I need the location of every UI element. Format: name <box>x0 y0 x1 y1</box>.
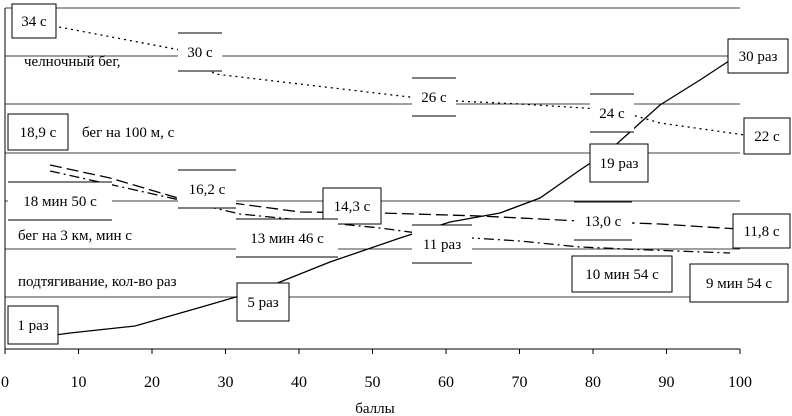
data-label: 24 с <box>590 93 634 133</box>
data-label: 18,9 с <box>7 113 69 151</box>
x-axis-label: баллы <box>355 401 394 416</box>
data-label: 13,0 с <box>574 201 632 241</box>
data-label: 18 мин 50 с <box>8 181 112 221</box>
data-label: 30 раз <box>727 38 789 74</box>
data-label: 34 с <box>11 3 57 39</box>
svg-text:11 раз: 11 раз <box>423 237 461 253</box>
svg-text:30 с: 30 с <box>187 45 213 61</box>
data-label: 1 раз <box>7 305 59 345</box>
svg-text:18 мин 50 с: 18 мин 50 с <box>23 194 97 210</box>
data-label: 30 с <box>178 32 222 72</box>
data-label: 22 с <box>743 117 791 155</box>
data-label: 14,3 с <box>322 187 382 225</box>
svg-text:30 раз: 30 раз <box>739 49 778 65</box>
data-labels: 34 с 30 с 26 с 24 с 22 с 18,9 с 16,2 с 14,3 с 13… <box>7 3 791 345</box>
x-tick-label: 30 <box>218 374 234 391</box>
svg-text:24 с: 24 с <box>599 106 625 122</box>
svg-text:9 мин 54 с: 9 мин 54 с <box>706 276 772 292</box>
svg-text:34 с: 34 с <box>21 14 47 30</box>
svg-text:22 с: 22 с <box>754 129 780 145</box>
x-tick-label: 10 <box>71 374 87 391</box>
data-label: 11 раз <box>412 224 472 264</box>
data-label: 11,8 с <box>732 213 791 249</box>
data-label: 26 с <box>412 77 456 117</box>
x-tick-label: 90 <box>659 374 675 391</box>
series-name: подтягивание, кол-во раз <box>18 274 177 290</box>
data-label: 5 раз <box>236 282 290 322</box>
svg-text:26 с: 26 с <box>421 90 447 106</box>
x-tick-label: 60 <box>438 374 454 391</box>
x-tick-label: 50 <box>365 374 381 391</box>
data-label: 9 мин 54 с <box>689 263 789 303</box>
svg-text:1 раз: 1 раз <box>17 318 48 334</box>
svg-text:11,8 с: 11,8 с <box>743 224 779 240</box>
series-line <box>11 17 746 136</box>
svg-text:14,3 с: 14,3 с <box>334 199 371 215</box>
series-name: бег на 100 м, с <box>82 125 175 141</box>
series-names: челночный бег, бег на 100 м, с бег на 3 км… <box>18 54 177 290</box>
svg-text:19 раз: 19 раз <box>600 156 639 172</box>
x-tick-label: 20 <box>144 374 160 391</box>
series-name: бег на 3 км, мин с <box>18 228 132 244</box>
series-name: челночный бег, <box>24 54 121 70</box>
data-label: 10 мин 54 с <box>571 255 673 293</box>
svg-text:16,2 с: 16,2 с <box>189 182 226 198</box>
x-axis: 0 10 20 30 40 50 60 70 80 90 100 <box>1 8 752 391</box>
data-label: 13 мин 46 с <box>236 218 338 258</box>
svg-text:13,0 с: 13,0 с <box>585 214 622 230</box>
svg-text:13 мин 46 с: 13 мин 46 с <box>250 231 324 247</box>
x-tick-label: 80 <box>585 374 601 391</box>
series-line <box>11 56 736 342</box>
x-tick-label: 40 <box>291 374 307 391</box>
x-tick-label: 0 <box>1 374 9 391</box>
data-label: 19 раз <box>589 143 649 183</box>
data-label: 16,2 с <box>178 169 236 209</box>
svg-text:5 раз: 5 раз <box>247 295 278 311</box>
svg-text:18,9 с: 18,9 с <box>20 125 57 141</box>
x-tick-label: 100 <box>728 374 752 391</box>
x-tick-label: 70 <box>512 374 528 391</box>
svg-text:10 мин 54 с: 10 мин 54 с <box>585 267 659 283</box>
